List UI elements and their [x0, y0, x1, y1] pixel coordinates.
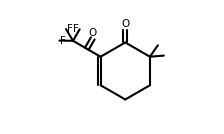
Text: F: F: [60, 36, 66, 46]
Text: F: F: [67, 24, 73, 34]
Text: O: O: [89, 28, 97, 38]
Text: F: F: [73, 24, 79, 34]
Text: O: O: [121, 19, 129, 29]
